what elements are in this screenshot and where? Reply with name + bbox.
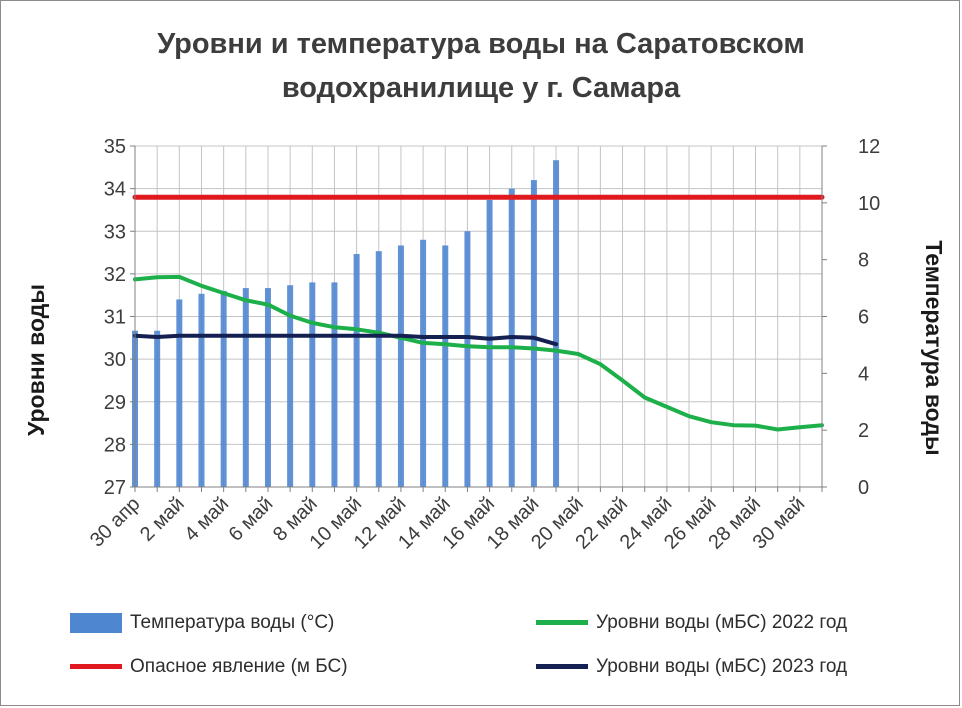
y-right-tick-label: 10 <box>858 193 880 215</box>
legend-item-2022: Уровни воды (мБС) 2022 год <box>536 612 847 634</box>
legend-label-danger: Опасное явление (м БС) <box>130 656 348 677</box>
y-left-tick-label: 34 <box>104 179 126 201</box>
legend-label-temperature: Температура воды (°С) <box>130 612 335 633</box>
temperature-bar <box>486 199 493 487</box>
y-right-tick-label: 12 <box>858 136 880 158</box>
level-lines <box>132 194 825 432</box>
y-right-tick-label: 4 <box>858 363 869 385</box>
y-right-tick-label: 6 <box>858 307 869 329</box>
x-tick-label: 30 апр <box>86 493 145 552</box>
y-left-tick-label: 31 <box>104 307 126 329</box>
legend-swatch-danger <box>70 664 122 670</box>
temperature-bar <box>198 293 205 487</box>
temperature-bar <box>287 285 294 487</box>
temperature-bar <box>442 245 449 487</box>
temperature-bar <box>242 288 249 487</box>
temperature-bar <box>530 180 537 487</box>
chart-title: Уровни и температура воды на Саратовском… <box>0 22 962 110</box>
chart-title-line-2: водохранилище у г. Самара <box>281 72 681 104</box>
y-right-tick-label: 8 <box>858 250 869 272</box>
y-left-tick-label: 33 <box>104 221 126 243</box>
x-tick-label: 6 май <box>225 493 278 546</box>
temperature-bar <box>420 239 427 487</box>
y-axis-left-label: Уровни воды <box>23 284 49 436</box>
temperature-bar <box>353 253 360 487</box>
legend-swatch-temperature <box>70 612 122 633</box>
y-left-tick-label: 32 <box>104 264 126 286</box>
y-axis-right-label: Температура воды <box>921 240 947 455</box>
temperature-bar <box>464 231 471 487</box>
temperature-bar <box>220 290 227 487</box>
level-2023-line <box>133 333 559 347</box>
temperature-bar <box>264 288 271 487</box>
y-left-tick-label: 28 <box>104 434 126 456</box>
y-right-tick-label: 2 <box>858 420 869 442</box>
chart-title-line-1: Уровни и температура воды на Саратовском <box>157 28 805 60</box>
x-tick-label: 4 май <box>180 493 233 546</box>
level-2022-line <box>133 274 824 432</box>
temperature-bar <box>553 160 560 488</box>
y-right-tick-label: 0 <box>858 477 869 499</box>
x-tick-label: 2 май <box>136 493 189 546</box>
temperature-bar <box>331 282 338 487</box>
y-left-tick-label: 27 <box>104 477 126 499</box>
legend-label-2022: Уровни воды (мБС) 2022 год <box>596 612 848 633</box>
temperature-bar <box>176 299 183 487</box>
legend-swatch-2023 <box>536 664 588 670</box>
temperature-bar <box>397 245 404 487</box>
legend-swatch-2022 <box>536 620 588 626</box>
legend-item-2023: Уровни воды (мБС) 2023 год <box>536 656 847 678</box>
legend-item-danger: Опасное явление (м БС) <box>70 656 348 678</box>
y-left-tick-label: 29 <box>104 392 126 414</box>
y-left-tick-label: 35 <box>104 136 126 158</box>
temperature-bar <box>309 282 316 487</box>
y-left-tick-label: 30 <box>104 349 126 371</box>
legend-item-temperature: Температура воды (°С) <box>70 612 334 634</box>
legend-label-2023: Уровни воды (мБС) 2023 год <box>596 656 848 677</box>
temperature-bar <box>375 251 382 487</box>
temperature-bar <box>154 330 161 487</box>
